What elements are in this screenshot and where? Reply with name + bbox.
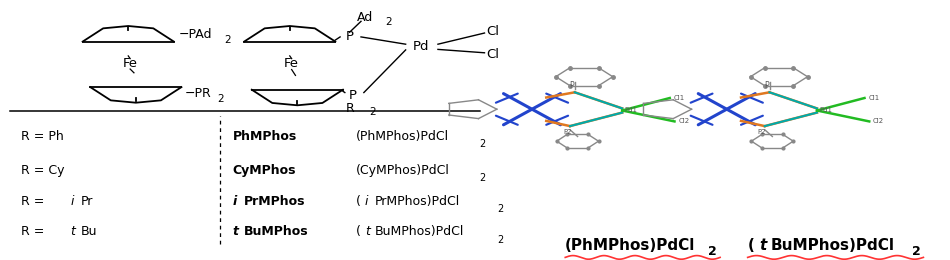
- Text: −PAd: −PAd: [179, 28, 212, 41]
- Text: BuMPhos: BuMPhos: [244, 225, 309, 238]
- Text: P: P: [349, 89, 356, 102]
- Text: t: t: [759, 238, 767, 253]
- Text: Cl: Cl: [486, 48, 500, 61]
- Text: PhMPhos: PhMPhos: [233, 130, 297, 143]
- Text: 2: 2: [497, 204, 504, 214]
- Text: R =: R =: [21, 195, 48, 208]
- Text: Fe: Fe: [123, 57, 138, 69]
- Text: 2: 2: [912, 245, 921, 258]
- Text: BuMPhos)PdCl: BuMPhos)PdCl: [375, 225, 465, 238]
- Text: i: i: [365, 195, 369, 208]
- Text: Cl2: Cl2: [873, 118, 884, 125]
- Text: i: i: [70, 195, 74, 208]
- Text: (CyMPhos)PdCl: (CyMPhos)PdCl: [356, 164, 450, 177]
- Text: Pd1: Pd1: [819, 107, 832, 113]
- Text: 2: 2: [497, 235, 504, 245]
- Text: Fe: Fe: [284, 56, 299, 69]
- Text: PrMPhos: PrMPhos: [244, 195, 306, 208]
- Text: 2: 2: [708, 245, 716, 258]
- Text: (: (: [356, 225, 361, 238]
- Text: (PhMPhos)PdCl: (PhMPhos)PdCl: [356, 130, 449, 143]
- Text: Ad: Ad: [357, 11, 373, 24]
- Text: R =: R =: [21, 225, 48, 238]
- Text: PrMPhos)PdCl: PrMPhos)PdCl: [375, 195, 461, 208]
- Text: (: (: [748, 238, 754, 253]
- Text: Cl: Cl: [486, 25, 500, 38]
- Text: 2: 2: [480, 139, 486, 149]
- Text: 2: 2: [218, 94, 224, 104]
- Text: 2: 2: [386, 17, 392, 27]
- Text: P: P: [570, 81, 574, 90]
- Text: R: R: [346, 102, 354, 115]
- Text: −PR: −PR: [184, 87, 211, 100]
- Text: Pd1: Pd1: [624, 107, 637, 113]
- Text: Pd: Pd: [412, 40, 429, 53]
- Text: Cl2: Cl2: [678, 118, 690, 125]
- Text: i: i: [233, 195, 237, 208]
- Text: P: P: [346, 30, 353, 43]
- Text: Cl1: Cl1: [868, 95, 880, 101]
- Text: Cl1: Cl1: [674, 95, 685, 101]
- Text: CyMPhos: CyMPhos: [233, 164, 296, 177]
- Text: P: P: [765, 81, 769, 90]
- Text: 2: 2: [480, 173, 486, 183]
- Text: t: t: [70, 225, 75, 238]
- Text: (: (: [356, 195, 361, 208]
- Text: P2: P2: [563, 129, 571, 135]
- Text: (PhMPhos)PdCl: (PhMPhos)PdCl: [565, 238, 695, 253]
- Text: R = Ph: R = Ph: [21, 130, 64, 143]
- Text: R = Cy: R = Cy: [21, 164, 65, 177]
- Text: 2: 2: [370, 107, 376, 117]
- Text: Bu: Bu: [81, 225, 97, 238]
- Text: P2: P2: [758, 129, 766, 135]
- Text: t: t: [233, 225, 238, 238]
- Text: t: t: [365, 225, 370, 238]
- Text: Pr: Pr: [81, 195, 93, 208]
- Text: BuMPhos)PdCl: BuMPhos)PdCl: [770, 238, 895, 253]
- Text: 2: 2: [224, 35, 231, 45]
